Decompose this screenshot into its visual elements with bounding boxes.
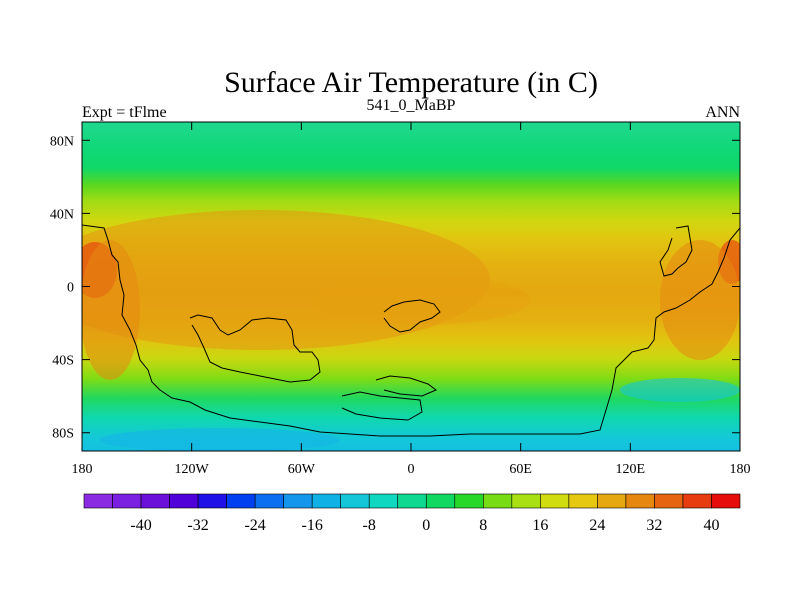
colorbar-tick-label: -24: [244, 517, 265, 534]
colorbar: -40 -32 -24 -16 -8 0 8 16 24 32 40: [83, 493, 741, 534]
lon-tick-label: 60E: [509, 462, 532, 477]
colorbar-swatch: [511, 493, 541, 509]
colorbar-swatch: [340, 493, 370, 509]
colorbar-swatch: [682, 493, 712, 509]
colorbar-swatch: [226, 493, 256, 509]
colorbar-swatch: [140, 493, 170, 509]
cool-southern: [620, 378, 740, 402]
lon-tick-label: 180: [72, 462, 93, 477]
lat-tick-label: 0: [67, 281, 74, 296]
coastline-west-bay: [189, 314, 321, 383]
warm-east-coast: [660, 240, 740, 360]
colorbar-tick-label: -32: [187, 517, 208, 534]
colorbar-swatch: [454, 493, 484, 509]
coastline-south-island-b: [341, 391, 423, 421]
colorbar-swatch: [311, 493, 341, 509]
colorbar-swatch: [597, 493, 627, 509]
coastline-west-landmass: [82, 224, 740, 437]
colorbar-swatch: [540, 493, 570, 509]
lat-tick-label: 80N: [50, 134, 74, 149]
cool-south-pole: [100, 428, 340, 451]
colorbar-swatch: [654, 493, 684, 509]
coastline-east-peninsula: [659, 225, 693, 277]
colorbar-swatch: [483, 493, 513, 509]
warm-band-west: [82, 210, 490, 350]
lon-tick-label: 120E: [616, 462, 646, 477]
colorbar-tick-label: 40: [703, 517, 719, 534]
colorbar-swatch: [283, 493, 313, 509]
colorbar-swatch: [83, 493, 113, 509]
subtitle-left: Expt = tFlme: [82, 104, 167, 121]
colorbar-swatch: [197, 493, 227, 509]
colorbar-tick-label: 16: [532, 517, 548, 534]
lon-tick-label: 0: [408, 462, 415, 477]
colorbar-tick-label: 8: [479, 517, 487, 534]
lat-tick-label: 40N: [50, 207, 74, 222]
colorbar-tick-label: -40: [130, 517, 151, 534]
coastline-island-center: [383, 299, 441, 333]
lon-tick-label: 180: [730, 462, 751, 477]
coastline-south-island-a: [375, 375, 437, 397]
colorbar-tick-label: -8: [363, 517, 376, 534]
colorbar-swatch: [568, 493, 598, 509]
lat-tick-label: 40S: [52, 354, 74, 369]
colorbar-tick-label: -16: [302, 517, 323, 534]
colorbar-tick-label: 0: [422, 517, 430, 534]
colorbar-swatch: [368, 493, 399, 509]
lon-axis: 180 120W 60W 0 60E 120E 180: [72, 122, 751, 477]
lat-axis: 80N 40N 0 40S 80S: [50, 134, 740, 442]
colorbar-swatch: [711, 493, 741, 509]
lat-tick-label: 80S: [52, 427, 74, 442]
colorbar-swatch: [169, 493, 199, 509]
colorbar-swatch: [112, 493, 142, 509]
subtitle-center: 541_0_MaBP: [367, 97, 456, 114]
colorbar-swatch: [425, 493, 456, 509]
lon-tick-label: 120W: [175, 462, 210, 477]
subtitle-right: ANN: [705, 104, 740, 121]
coastlines: [82, 224, 740, 437]
warm-west-coast: [82, 240, 140, 380]
colorbar-swatch: [254, 493, 284, 509]
lon-tick-label: 60W: [288, 462, 316, 477]
colorbar-tick-label: 32: [646, 517, 662, 534]
colorbar-swatch: [397, 493, 427, 509]
colorbar-tick-label: 24: [589, 517, 605, 534]
colorbar-swatch: [625, 493, 655, 509]
map-plot-area: [82, 122, 740, 451]
chart-title: Surface Air Temperature (in C): [224, 66, 598, 99]
